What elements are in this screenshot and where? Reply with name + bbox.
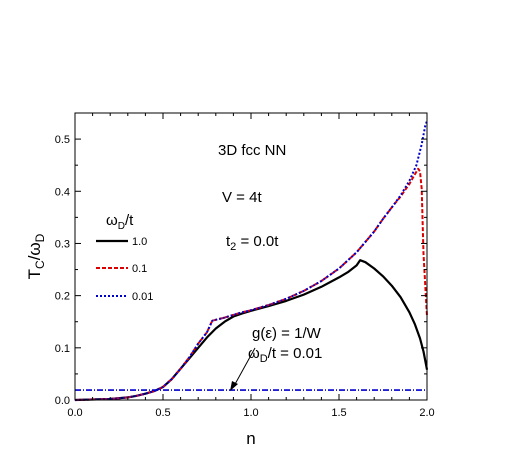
legend-entry-1: 1.0: [132, 236, 147, 248]
x-tick-label: 1.0: [243, 407, 258, 419]
dos-rest: /t = 0.01: [268, 345, 323, 362]
y-tick-label: 0.3: [55, 238, 70, 250]
annotation-dos-line1: g(ε) = 1/W: [252, 325, 322, 342]
x-tick-label: 0.5: [155, 407, 170, 419]
y-label-sep: /ω: [25, 242, 44, 260]
series-line-1: [74, 259, 429, 402]
y-tick-label: 0.5: [55, 134, 70, 146]
legend-entry-3: 0.01: [132, 291, 153, 303]
t2-sub: 2: [230, 241, 236, 253]
x-tick-label: 1.5: [331, 407, 346, 419]
y-tick-label: 0.0: [55, 395, 70, 407]
t2-rest: = 0.0t: [236, 233, 279, 250]
y-label-sub2: D: [33, 233, 47, 242]
annotation-arrowhead: [230, 381, 238, 391]
series-line-3: [74, 120, 428, 401]
legend-entry-2: 0.1: [132, 263, 147, 275]
annotation-v: V = 4t: [222, 189, 262, 206]
annotation-arrow: [233, 347, 256, 387]
legend-title-main: ω: [106, 212, 118, 229]
dos-omega: ω: [248, 345, 260, 362]
y-label-sub1: C: [33, 260, 47, 269]
x-tick-label: 2.0: [419, 407, 434, 419]
y-tick-label: 0.4: [55, 186, 70, 198]
y-tick-label: 0.1: [55, 343, 70, 355]
y-label-main: T: [25, 269, 44, 279]
x-tick-label: 0.0: [67, 407, 82, 419]
y-tick-label: 0.2: [55, 291, 70, 303]
annotation-dos-line2: ωD/t = 0.01: [248, 345, 322, 365]
dos-sub: D: [260, 353, 268, 365]
legend-title-sub: D: [118, 221, 125, 232]
x-axis-label: n: [246, 429, 255, 448]
y-axis-label: TC/ωD: [25, 233, 47, 279]
annotation-system: 3D fcc NN: [218, 142, 286, 159]
legend-title: ωD/t: [106, 212, 134, 232]
annotation-t2: t2 = 0.0t: [226, 233, 279, 253]
legend: ωD/t 1.0 0.1 0.01: [96, 212, 153, 303]
legend-title-rest: /t: [125, 212, 134, 229]
t2-main: t: [226, 233, 231, 250]
